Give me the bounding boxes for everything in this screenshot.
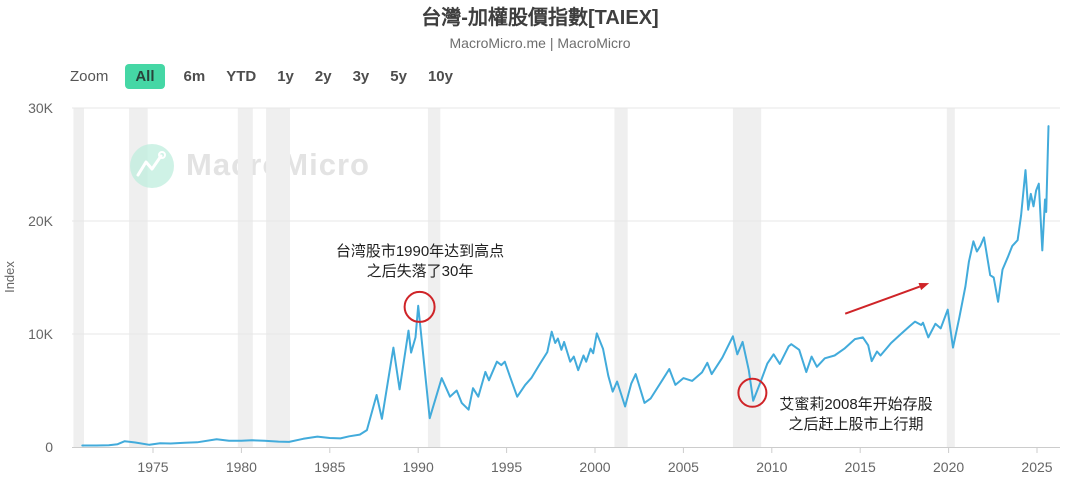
recession-band: [614, 108, 628, 447]
zoom-button-2y[interactable]: 2y: [314, 68, 332, 85]
zoom-button-3y[interactable]: 3y: [352, 68, 370, 85]
annotation-circle-1990-peak: [403, 290, 436, 323]
zoom-label: Zoom: [70, 68, 109, 85]
annotation-peak-note: 台湾股市1990年达到高点 之后失落了30年: [336, 242, 504, 282]
annotation-dip-line1: 艾蜜莉2008年开始存股: [779, 396, 933, 413]
taiex-line-series: [81, 125, 1050, 447]
chart-header: 台灣-加權股價指數[TAIEX] MacroMicro.me | MacroMi…: [0, 6, 1080, 51]
recession-band: [73, 108, 84, 447]
annotation-dip-note: 艾蜜莉2008年开始存股 之后赶上股市上行期: [779, 395, 932, 435]
trend-arrow-shaft: [844, 285, 921, 315]
macromicro-logo-icon: [130, 144, 174, 188]
page-title: 台灣-加權股價指數[TAIEX]: [421, 7, 659, 29]
recession-band: [129, 108, 148, 447]
zoom-toolbar: Zoom All 6m YTD 1y 2y 3y 5y 10y: [70, 64, 455, 89]
zoom-button-10y[interactable]: 10y: [427, 68, 453, 85]
zoom-button-6m[interactable]: 6m: [183, 68, 206, 85]
recession-band: [946, 108, 955, 447]
recession-band: [427, 108, 441, 447]
zoom-button-group: All 6m YTD 1y 2y 3y 5y 10y: [125, 64, 455, 89]
chart-subtitle: MacroMicro.me | MacroMicro: [449, 35, 631, 51]
zoom-button-1y[interactable]: 1y: [277, 68, 294, 85]
y-axis-title: Index: [2, 261, 17, 293]
recession-band: [732, 108, 762, 447]
annotation-circle-2008-dip: [737, 377, 768, 408]
zoom-button-all[interactable]: All: [125, 64, 165, 89]
trend-arrow-head: [918, 283, 930, 291]
recession-band: [266, 108, 290, 447]
annotation-peak-line2: 之后失落了30年: [366, 263, 474, 280]
zoom-button-5y[interactable]: 5y: [390, 68, 407, 85]
recession-band: [237, 108, 253, 447]
zoom-button-ytd[interactable]: YTD: [226, 68, 257, 85]
annotation-peak-line1: 台湾股市1990年达到高点: [335, 243, 505, 260]
annotation-dip-line2: 之后赶上股市上行期: [788, 416, 924, 433]
